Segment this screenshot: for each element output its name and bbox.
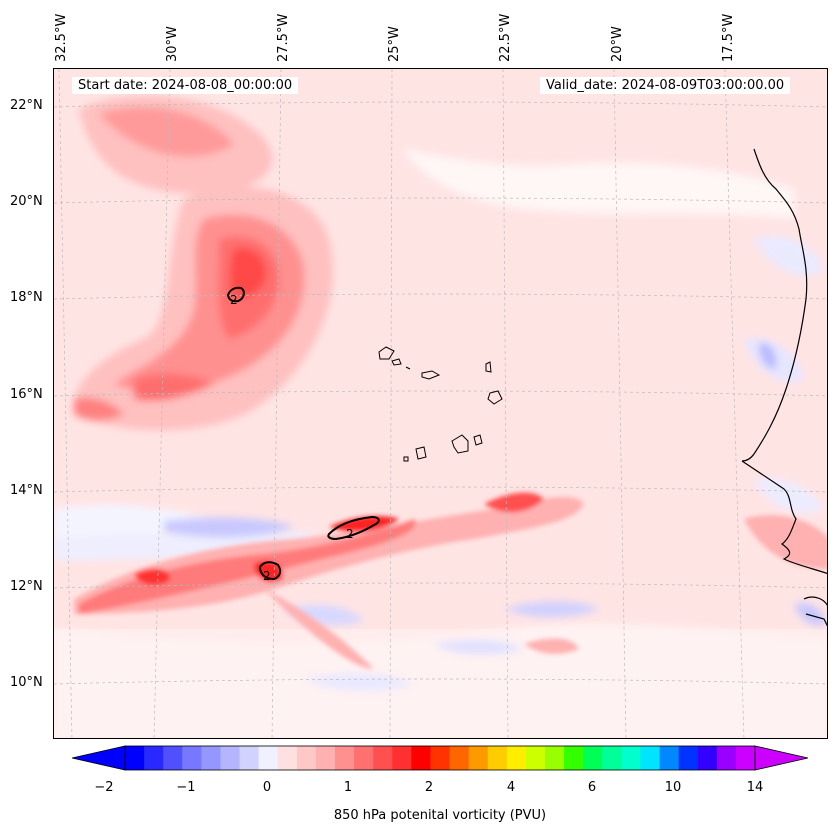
pv-low-values (54, 149, 827, 738)
coastline-cape-verde (378, 346, 503, 462)
contour-label-south-west: 2 (263, 569, 271, 583)
colorbar-cell (545, 746, 565, 770)
colorbar-over-arrow (754, 745, 809, 771)
colorbar-cell (277, 746, 298, 770)
valid-date-label: Valid_date: 2024-08-09T03:00:00.00 (540, 77, 791, 94)
colorbar-tick-2: 2 (424, 780, 434, 795)
coastline-africa (741, 148, 827, 627)
lat-label-14n: 14°N (10, 483, 43, 498)
colorbar-cell (182, 746, 202, 770)
colorbar-cell (430, 746, 451, 770)
colorbar-tick-4: 4 (506, 780, 516, 795)
contour-label-south-east: 2 (346, 527, 354, 541)
colorbar-cell (583, 746, 603, 770)
colorbar-cell (716, 746, 737, 770)
colorbar-cell (315, 746, 336, 770)
pv-contour-2 (226, 286, 380, 581)
colorbar-cell (697, 746, 718, 770)
colorbar-cell (640, 746, 661, 770)
colorbar-under-arrow (71, 745, 126, 771)
colorbar-tick-6: 6 (587, 780, 597, 795)
colorbar-tick-1: 1 (343, 780, 353, 795)
colorbar-outline (124, 745, 756, 771)
gridlines (54, 69, 827, 738)
colorbar-tick-14: 14 (746, 780, 764, 795)
colorbar-cell (335, 746, 355, 770)
colorbar-cell (392, 746, 412, 770)
lat-label-16n: 16°N (10, 387, 43, 402)
colorbar-label: 850 hPa potenital vorticity (PVU) (333, 808, 547, 823)
colorbar-cell (373, 746, 393, 770)
colorbar-cell (411, 746, 431, 770)
colorbar-cell (296, 746, 317, 770)
colorbar-cell (487, 746, 508, 770)
colorbar-cell (201, 746, 221, 770)
map-canvas (54, 69, 827, 738)
contour-label-north: 2 (230, 293, 238, 307)
colorbar-cell (220, 746, 241, 770)
lat-label-18n: 18°N (10, 290, 43, 305)
map-panel[interactable]: 2 2 2 (53, 68, 828, 739)
colorbar-cell (525, 746, 546, 770)
colorbar-cell (239, 746, 260, 770)
colorbar-cell (144, 746, 164, 770)
colorbar-cell (468, 746, 489, 770)
colorbar-cell (602, 746, 622, 770)
colorbar-tick-0: 0 (262, 780, 272, 795)
pv-north-swirl (73, 95, 333, 431)
pv-south-band (74, 492, 827, 669)
colorbar-cell (506, 746, 527, 770)
lat-label-22n: 22°N (10, 98, 43, 113)
colorbar-tick-10: 10 (664, 780, 682, 795)
start-date-label: Start date: 2024-08-08_00:00:00 (72, 77, 299, 94)
colorbar-cell (258, 746, 279, 770)
colorbar-cell (621, 746, 641, 770)
colorbar-cell (125, 746, 145, 770)
colorbar-tick-minus2: −2 (94, 780, 114, 795)
colorbar-cell (678, 746, 699, 770)
colorbar-cell (659, 746, 680, 770)
colorbar-cell (564, 746, 584, 770)
colorbar-tick-minus1: −1 (176, 780, 196, 795)
lat-label-10n: 10°N (10, 675, 43, 690)
colorbar-cell (449, 746, 470, 770)
colorbar-cell (735, 746, 756, 770)
lat-label-20n: 20°N (10, 194, 43, 209)
lat-label-12n: 12°N (10, 579, 43, 594)
colorbar-cell (354, 746, 374, 770)
colorbar-cell (163, 746, 183, 770)
